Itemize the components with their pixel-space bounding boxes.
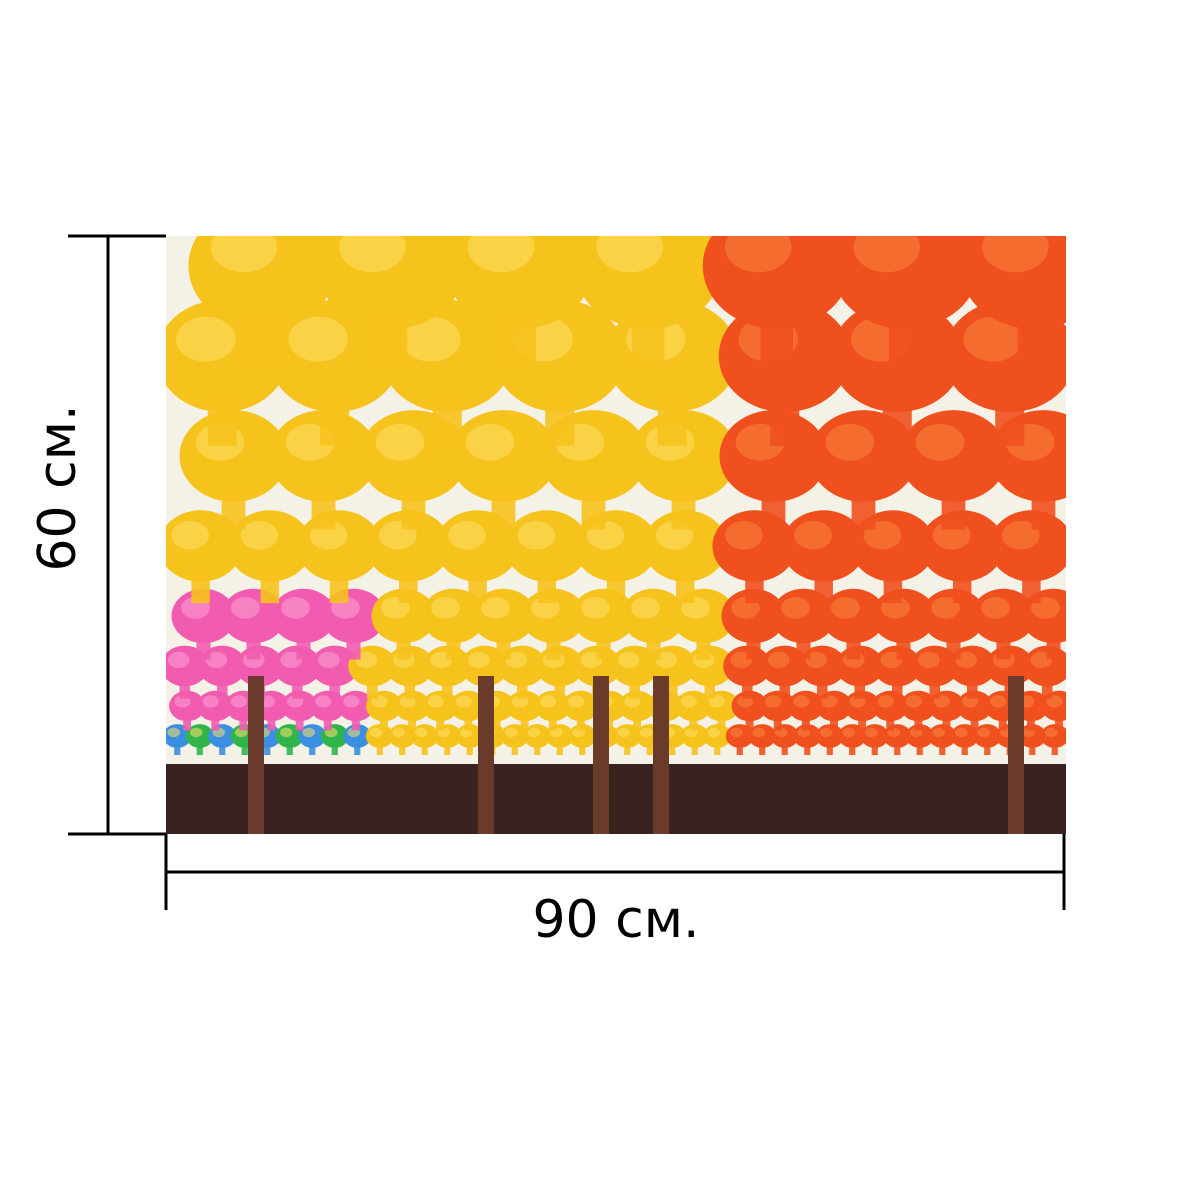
lantern [899,410,1008,530]
lantern [449,410,558,530]
lantern [748,724,777,756]
wooden-post [1008,676,1024,834]
lantern [504,510,589,604]
width-label: 90 см. [532,890,700,950]
lantern [781,510,866,604]
lantern [731,690,768,731]
lantern [298,724,327,756]
lantern [271,588,336,660]
lantern [831,236,980,367]
lantern [410,724,439,756]
lantern [956,690,993,731]
lantern [971,588,1036,660]
lantern [821,588,886,660]
lantern [455,724,484,756]
wooden-post [478,676,494,834]
height-label-text: 60 см. [28,404,88,572]
lantern [185,724,214,756]
lantern [702,236,851,367]
lantern [450,690,487,731]
lantern [574,236,723,367]
lantern [521,588,586,660]
lantern [562,690,599,731]
lantern [621,588,686,660]
lantern [268,299,401,446]
lantern [787,690,824,731]
wooden-post [248,676,264,834]
lantern [506,690,543,731]
lantern [317,236,465,367]
lantern-photo-illustration [166,236,1066,834]
lantern [523,724,552,756]
ground-strip [166,764,1066,834]
lantern [959,236,1066,367]
lantern [675,690,712,731]
lantern [445,236,594,367]
lantern [471,588,536,660]
lantern [721,588,786,660]
lantern [394,690,431,731]
lantern [381,299,514,446]
wooden-post [653,676,669,834]
product-photo [166,236,1066,834]
lantern [860,724,889,756]
lantern [371,588,436,660]
lantern [809,410,918,530]
lantern [227,510,312,604]
wooden-post [593,676,609,834]
lantern [337,690,374,731]
lantern [900,690,937,731]
lantern [973,724,1002,756]
lantern [275,724,304,756]
lantern [188,236,337,367]
lantern [169,690,206,731]
